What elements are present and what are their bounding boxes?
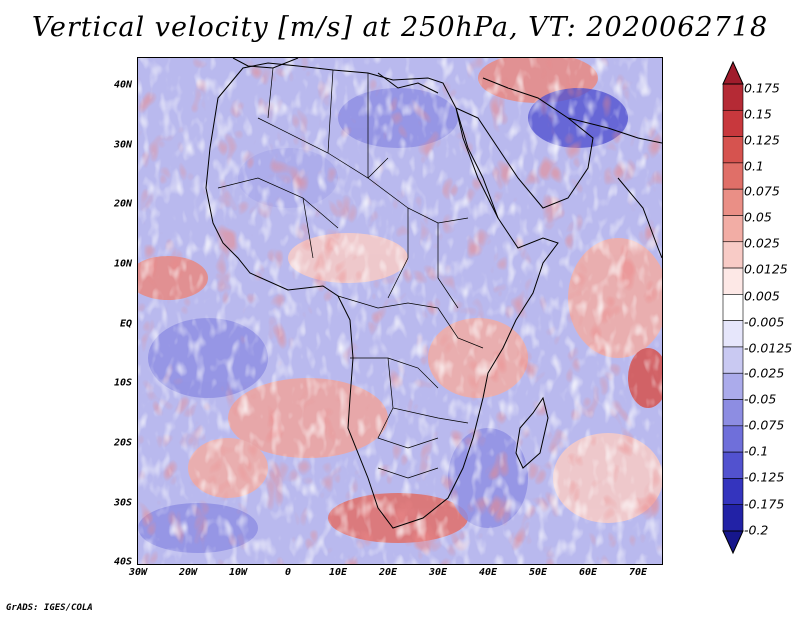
colorbar-label: 0.175 [744,80,780,96]
colorbar-top-triangle [722,60,744,85]
lon-label-60e: 60E [578,567,598,578]
map-title: Vertical velocity [m/s] at 250hPa, VT: 2… [31,12,769,43]
colorbar-swatch [722,425,744,453]
colorbar-swatch [722,162,744,190]
colorbar-label: -0.2 [744,522,769,538]
colorbar-label: -0.175 [744,496,785,512]
lat-label-20s: 20S [113,437,132,449]
map-panel [137,57,663,565]
lon-label-30w: 30W [128,567,148,578]
lon-label-70e: 70E [628,567,648,578]
lat-label-20n: 20N [113,198,132,210]
colorbar-swatch [722,241,744,269]
lat-label-40n: 40N [113,79,132,91]
colorbar-swatch [722,109,744,137]
colorbar-label: -0.005 [744,314,785,330]
colorbar [722,60,744,555]
colorbar-label: 0.0125 [744,261,788,277]
lon-label-30e: 30E [428,567,448,578]
field-texture-white [138,58,662,564]
lon-label-50e: 50E [528,567,548,578]
colorbar-label: 0.005 [744,288,780,304]
colorbar-bottom-triangle [722,530,744,555]
lat-label-eq: EQ [119,318,132,330]
colorbar-swatch [722,504,744,532]
lon-label-20e: 20E [378,567,398,578]
colorbar-label: -0.025 [744,365,785,381]
map-canvas [138,58,662,564]
colorbar-label: -0.075 [744,417,785,433]
colorbar-swatch [722,451,744,479]
colorbar-swatch [722,294,744,321]
lon-label-0: 0 [284,567,292,578]
colorbar-swatch [723,531,743,553]
colorbar-label: 0.025 [744,235,780,251]
lat-label-10s: 10S [113,377,132,389]
colorbar-swatch [722,136,744,164]
lat-label-40s: 40S [113,556,132,568]
colorbar-label: 0.15 [744,106,772,122]
colorbar-swatch [722,320,744,348]
colorbar-swatch [722,267,744,295]
colorbar-swatch [722,399,744,427]
lat-label-30n: 30N [113,139,132,151]
grads-credit: GrADS: IGES/COLA [6,603,93,613]
colorbar-swatch [722,478,744,506]
colorbar-label: 0.125 [744,132,780,148]
lat-label-10n: 10N [113,258,132,270]
colorbar-label: 0.05 [744,209,772,225]
lat-label-30s: 30S [113,497,132,509]
colorbar-label: 0.1 [744,158,764,174]
colorbar-swatch [722,346,744,374]
colorbar-swatch [723,62,743,84]
colorbar-label: -0.1 [744,443,769,459]
colorbar-label: 0.075 [744,183,780,199]
country-borders [217,67,484,479]
lon-label-10w: 10W [228,567,248,578]
colorbar-label: -0.05 [744,391,777,407]
lon-label-40e: 40E [478,567,498,578]
colorbar-label: -0.125 [744,469,785,485]
lon-label-10e: 10E [328,567,348,578]
colorbar-swatch [722,372,744,400]
colorbar-swatch [722,83,744,111]
colorbar-swatch [722,215,744,243]
coastlines [205,58,662,529]
lon-label-20w: 20W [178,567,198,578]
colorbar-swatch [722,188,744,216]
colorbar-segments [722,62,744,553]
colorbar-label: -0.0125 [744,340,793,356]
